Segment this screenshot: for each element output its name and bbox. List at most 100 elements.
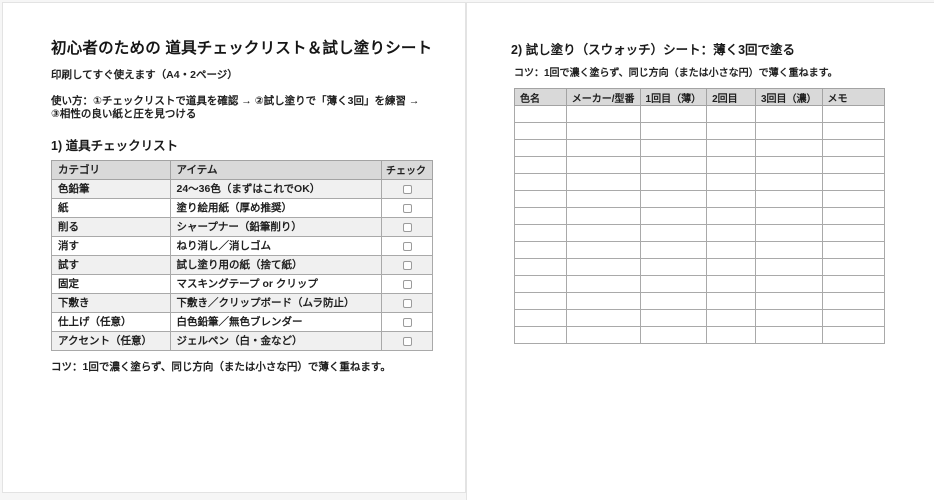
swatch-empty-cell xyxy=(514,105,567,123)
swatch-empty-cell xyxy=(706,241,756,259)
swatch-empty-cell xyxy=(754,173,823,191)
checklist-check-cell xyxy=(381,311,433,332)
checklist-item-cell: シャープナー（鉛筆削り） xyxy=(169,216,383,237)
checklist-item-cell: 白色鉛筆／無色ブレンダー xyxy=(169,311,383,332)
swatch-empty-row xyxy=(514,292,886,310)
swatch-empty-cell xyxy=(706,156,756,174)
checkbox[interactable] xyxy=(402,298,412,308)
swatch-empty-cell xyxy=(706,275,756,293)
checkbox[interactable] xyxy=(402,336,412,346)
swatch-empty-cell xyxy=(514,292,567,310)
swatch-empty-cell xyxy=(821,275,886,293)
checklist-table: カテゴリ アイテム チェック 色鉛筆 24〜36色（まずはこれでOK）紙塗り絵用紙（厚… xyxy=(51,159,433,351)
swatch-empty-cell xyxy=(821,241,886,259)
checklist-category-cell: 削る xyxy=(51,216,171,237)
checkbox[interactable] xyxy=(402,203,412,213)
swatch-empty-row xyxy=(514,122,886,140)
checklist-category-cell: 仕上げ（任意） xyxy=(51,311,171,332)
checklist-check-cell xyxy=(381,254,433,275)
swatch-column-header: 3回目（濃） xyxy=(754,88,823,106)
swatch-empty-cell xyxy=(639,224,708,242)
swatch-empty-cell xyxy=(565,275,641,293)
swatch-empty-cell xyxy=(639,309,708,327)
checklist-column-header: チェック xyxy=(381,159,433,180)
swatch-empty-row xyxy=(514,309,886,327)
swatch-table: 色名 メーカー/型番 1回目（薄） 2回目 3回目（濃） メモ xyxy=(514,88,886,344)
swatch-empty-cell xyxy=(514,224,567,242)
swatch-empty-row xyxy=(514,207,886,225)
swatch-empty-cell xyxy=(706,105,756,123)
swatch-empty-cell xyxy=(514,122,567,140)
swatch-empty-cell xyxy=(706,326,756,344)
swatch-empty-cell xyxy=(565,241,641,259)
swatch-empty-cell xyxy=(821,224,886,242)
swatch-empty-cell xyxy=(565,207,641,225)
checklist-item-cell: 下敷き／クリップボード（ムラ防止） xyxy=(169,292,383,313)
swatch-empty-cell xyxy=(565,258,641,276)
checklist-check-cell xyxy=(381,273,433,294)
swatch-empty-cell xyxy=(821,309,886,327)
swatch-empty-cell xyxy=(565,156,641,174)
checklist-check-cell xyxy=(381,292,433,313)
checklist-item-cell: 塗り絵用紙（厚め推奨） xyxy=(169,197,383,218)
checkbox[interactable] xyxy=(402,222,412,232)
checklist-item-cell: ねり消し／消しゴム xyxy=(169,235,383,256)
checklist-category-cell: 固定 xyxy=(51,273,171,294)
swatch-empty-cell xyxy=(821,105,886,123)
swatch-empty-cell xyxy=(514,309,567,327)
checklist-tip-note: コツ：1回で濃く塗らず、同じ方向（または小さな円）で薄く重ねます。 xyxy=(51,360,391,373)
checklist-check-cell xyxy=(381,197,433,218)
swatch-empty-cell xyxy=(706,207,756,225)
swatch-tip-note: コツ：1回で濃く塗らず、同じ方向（または小さな円）で薄く重ねます。 xyxy=(514,68,838,79)
swatch-empty-cell xyxy=(706,122,756,140)
checklist-check-cell xyxy=(381,235,433,256)
swatch-empty-cell xyxy=(821,156,886,174)
swatch-empty-cell xyxy=(514,241,567,259)
checklist-row: 削る シャープナー（鉛筆削り） xyxy=(51,216,433,237)
usage-instructions: 使い方：①チェックリストで道具を確認 → ②試し塗りで「薄く3回」を練習 → ③相… xyxy=(51,95,435,121)
checklist-category-cell: 消す xyxy=(51,235,171,256)
swatch-column-header: メモ xyxy=(821,88,886,106)
swatch-empty-cell xyxy=(639,241,708,259)
usage-line-1: 使い方：①チェックリストで道具を確認 → ②試し塗りで「薄く3回」を練習 → xyxy=(51,95,420,108)
swatch-empty-cell xyxy=(639,173,708,191)
checklist-row: 色鉛筆 24〜36色（まずはこれでOK） xyxy=(51,178,433,199)
swatch-column-header: メーカー/型番 xyxy=(565,88,641,106)
checklist-check-cell xyxy=(381,330,433,351)
swatch-empty-row xyxy=(514,224,886,242)
swatch-empty-cell xyxy=(639,258,708,276)
checkbox[interactable] xyxy=(402,260,412,270)
checkbox[interactable] xyxy=(402,241,412,251)
checklist-item-cell: 試し塗り用の紙（捨て紙） xyxy=(169,254,383,275)
checklist-category-cell: 試す xyxy=(51,254,171,275)
swatch-empty-cell xyxy=(821,190,886,208)
swatch-empty-cell xyxy=(514,156,567,174)
checklist-column-header: カテゴリ xyxy=(51,159,171,180)
swatch-empty-cell xyxy=(754,224,823,242)
checklist-row: 消す ねり消し／消しゴム xyxy=(51,235,433,256)
swatch-empty-cell xyxy=(514,190,567,208)
swatch-empty-cell xyxy=(514,258,567,276)
checkbox[interactable] xyxy=(402,317,412,327)
swatch-empty-cell xyxy=(639,122,708,140)
swatch-empty-cell xyxy=(821,292,886,310)
checkbox[interactable] xyxy=(402,279,412,289)
swatch-empty-cell xyxy=(706,258,756,276)
swatch-empty-cell xyxy=(754,207,823,225)
checklist-check-cell xyxy=(381,178,433,199)
swatch-empty-cell xyxy=(514,173,567,191)
swatch-empty-cell xyxy=(639,275,708,293)
swatch-empty-cell xyxy=(706,190,756,208)
swatch-empty-row xyxy=(514,139,886,157)
swatch-empty-cell xyxy=(754,105,823,123)
section-2-heading: 2) 試し塗り（スウォッチ）シート：薄く3回で塗る xyxy=(511,43,796,57)
swatch-empty-row xyxy=(514,190,886,208)
checklist-row: 下敷き 下敷き／クリップボード（ムラ防止） xyxy=(51,292,433,313)
swatch-empty-cell xyxy=(706,292,756,310)
swatch-empty-cell xyxy=(754,122,823,140)
checkbox[interactable] xyxy=(402,184,412,194)
swatch-empty-cell xyxy=(639,105,708,123)
page-title: 初心者のための 道具チェックリスト＆試し塗りシート xyxy=(51,40,433,57)
swatch-empty-cell xyxy=(565,190,641,208)
swatch-empty-cell xyxy=(639,156,708,174)
